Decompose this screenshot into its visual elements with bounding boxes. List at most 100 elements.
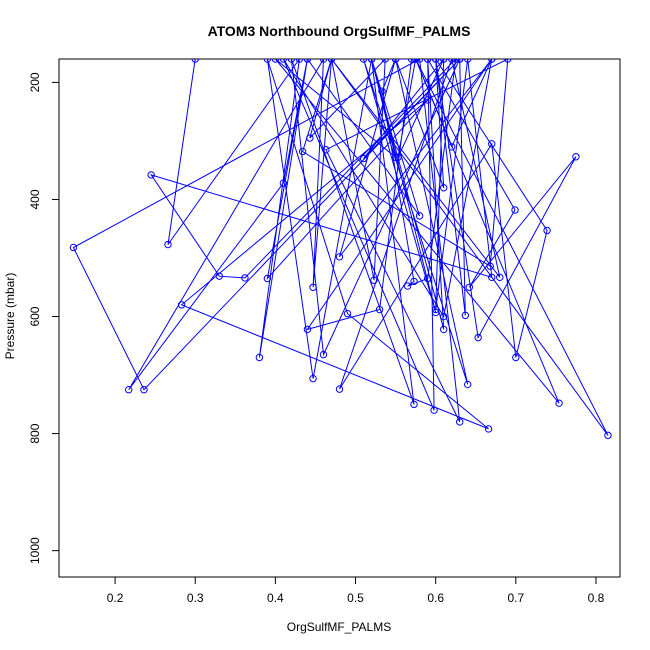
- data-point: [431, 59, 440, 63]
- data-point: [452, 59, 460, 63]
- data-point: [439, 59, 448, 63]
- data-point: [465, 283, 474, 291]
- data-point: [410, 400, 418, 409]
- data-point: [411, 59, 420, 63]
- data-point: [359, 59, 368, 63]
- series-line: [72, 59, 609, 436]
- y-tick-label: 1000: [28, 537, 42, 564]
- data-point: [279, 59, 288, 63]
- data-point: [488, 59, 496, 63]
- data-point: [279, 179, 288, 187]
- data-point: [391, 153, 400, 162]
- data-point: [448, 59, 456, 63]
- data-point: [177, 301, 186, 309]
- data-point: [488, 273, 496, 282]
- data-point: [604, 431, 612, 440]
- data-point: [343, 309, 352, 318]
- data-point: [464, 380, 472, 389]
- data-point: [327, 59, 336, 63]
- data-point: [271, 59, 280, 63]
- data-point: [543, 226, 551, 235]
- x-axis: 0.2 0.3 0.4 0.5 0.6 0.7 0.8: [107, 576, 605, 605]
- y-tick-label: 400: [28, 189, 42, 209]
- y-tick-label: 600: [28, 306, 42, 326]
- data-point: [439, 325, 448, 334]
- x-tick-label: 0.6: [427, 591, 444, 605]
- data-point: [391, 59, 400, 63]
- data-point: [381, 59, 389, 63]
- data-point: [378, 87, 386, 95]
- data-point: [415, 212, 424, 220]
- data-point: [431, 305, 440, 314]
- data-point: [309, 374, 317, 383]
- data-point: [555, 399, 563, 407]
- y-tick-label: 800: [28, 423, 42, 443]
- data-point: [461, 311, 470, 320]
- data-point: [319, 59, 328, 63]
- data-point: [69, 243, 78, 252]
- series-layer: [69, 59, 612, 440]
- data-point: [191, 59, 199, 63]
- data-point: [456, 418, 464, 426]
- data-point: [484, 425, 493, 433]
- data-point: [474, 333, 482, 342]
- data-point: [263, 274, 272, 283]
- data-point: [496, 273, 504, 282]
- x-tick-label: 0.3: [187, 591, 204, 605]
- data-point: [335, 253, 344, 261]
- x-tick-label: 0.8: [588, 591, 605, 605]
- data-point: [287, 59, 296, 63]
- data-point: [439, 184, 448, 192]
- data-point: [215, 272, 223, 280]
- data-point: [255, 353, 264, 362]
- data-point: [415, 59, 424, 63]
- x-tick-label: 0.7: [507, 591, 524, 605]
- data-point: [407, 59, 416, 63]
- x-tick-label: 0.4: [267, 591, 284, 605]
- data-point: [370, 276, 378, 284]
- data-point: [572, 153, 580, 161]
- data-point: [306, 134, 314, 142]
- data-point: [430, 406, 438, 414]
- data-point: [241, 274, 249, 282]
- data-point: [394, 153, 402, 162]
- y-axis: 200 400 600 800 1000: [28, 72, 60, 564]
- data-point: [431, 308, 440, 317]
- data-point: [512, 353, 520, 362]
- data-point: [375, 305, 384, 314]
- data-point: [403, 282, 412, 290]
- data-point: [125, 386, 133, 394]
- data-point: [164, 240, 172, 249]
- chart-title: ATOM3 Northbound OrgSulfMF_PALMS: [208, 23, 471, 39]
- data-point: [367, 59, 376, 63]
- data-point: [263, 59, 272, 63]
- data-point: [464, 59, 472, 63]
- data-point: [140, 386, 148, 394]
- x-tick-label: 0.5: [347, 591, 364, 605]
- data-point: [423, 59, 432, 63]
- data-point: [303, 59, 312, 63]
- data-point: [295, 59, 304, 63]
- data-point: [147, 171, 155, 179]
- data-point: [359, 154, 368, 163]
- data-point: [319, 350, 328, 359]
- data-point: [448, 143, 456, 151]
- y-axis-title: Pressure (mbar): [3, 273, 17, 360]
- data-point: [298, 147, 307, 156]
- data-point: [309, 283, 317, 291]
- data-point: [504, 59, 512, 63]
- data-point: [335, 385, 344, 393]
- data-point: [410, 277, 418, 286]
- y-tick-label: 200: [28, 72, 42, 92]
- data-point: [423, 274, 432, 283]
- data-point: [488, 140, 496, 148]
- x-axis-title: OrgSulfMF_PALMS: [287, 620, 391, 634]
- data-point: [456, 59, 464, 63]
- data-point: [511, 206, 519, 214]
- data-point: [423, 96, 432, 104]
- data-point: [486, 262, 494, 270]
- x-tick-label: 0.2: [107, 591, 124, 605]
- data-point: [322, 146, 330, 154]
- data-point: [303, 325, 312, 334]
